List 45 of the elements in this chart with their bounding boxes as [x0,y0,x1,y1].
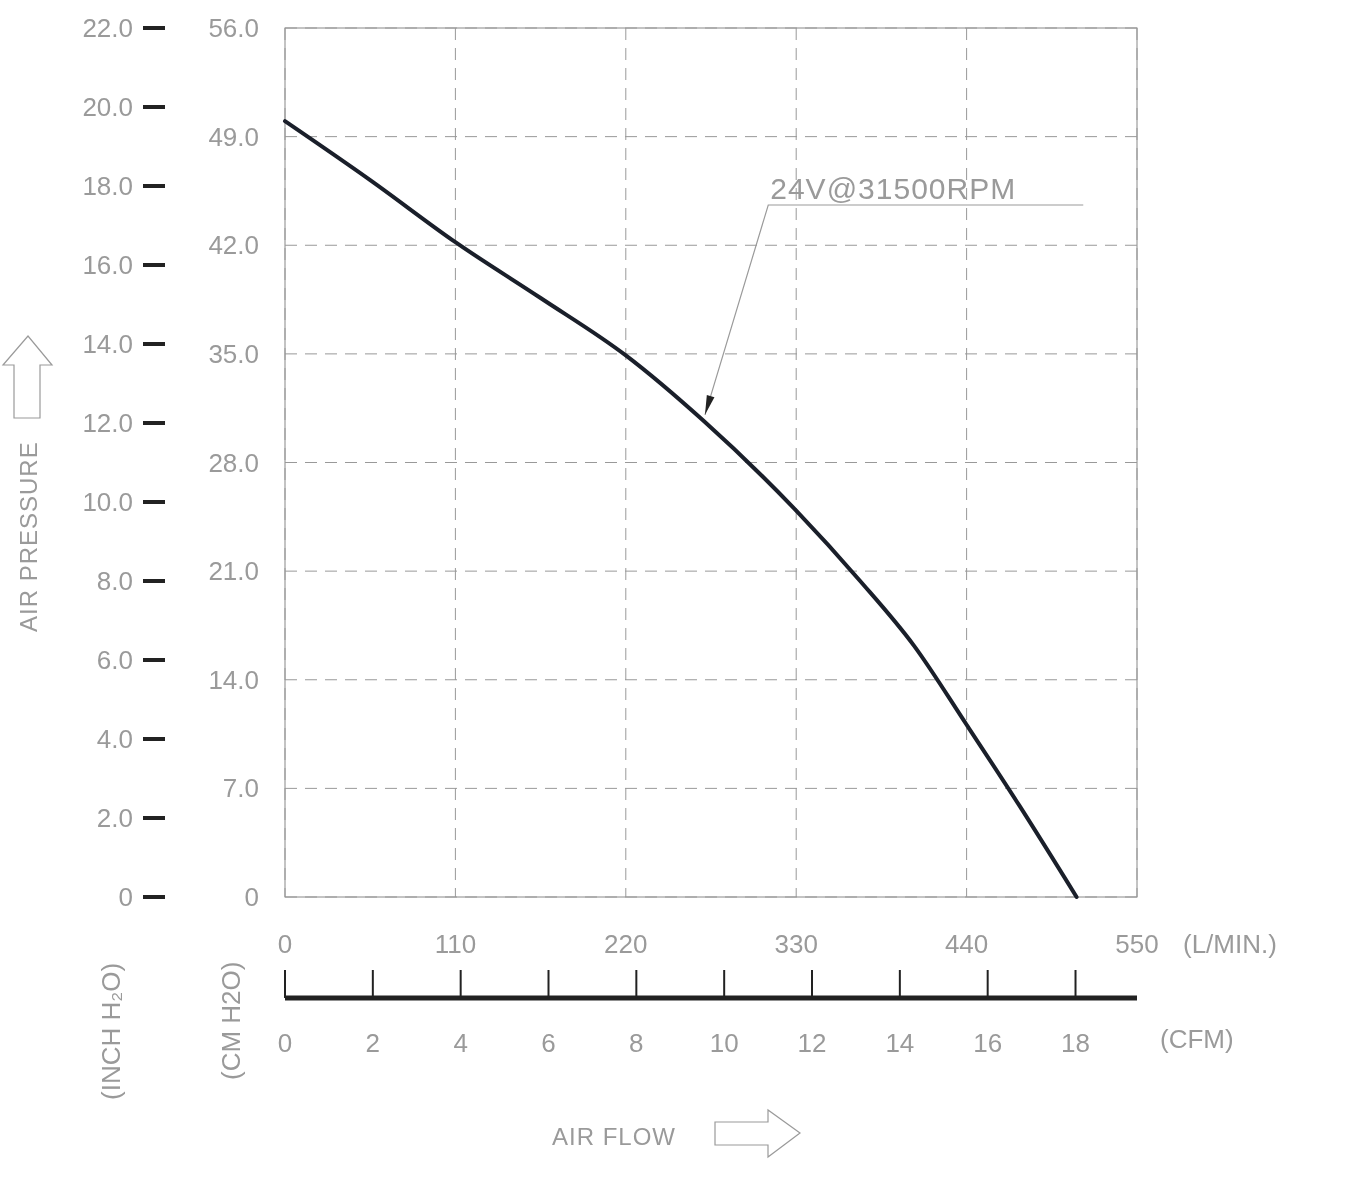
y-tick-label: 0 [244,882,259,913]
y-tick-label: 21.0 [208,556,259,587]
y-axis-title: (CM H2O) [216,961,246,1080]
y-tick-label: 35.0 [208,338,259,369]
y2-tick-label: 12.0 [82,408,133,439]
x2-tick-label: 2 [365,1028,381,1058]
y-tick-label: 7.0 [222,773,259,804]
y2-axis-title: (INCH H₂O) [96,962,126,1100]
y2-tick-label: 20.0 [82,92,133,123]
y2-tick-label: 2.0 [96,803,133,834]
y-tick-label: 49.0 [208,121,259,152]
x-tick-label: 0 [277,929,293,959]
x-tick-label: 440 [944,929,989,959]
x2-tick-label: 4 [453,1028,468,1058]
line-series [283,119,1079,899]
y2-tick-label: 22.0 [82,13,133,44]
y2-tick-label: 18.0 [82,171,133,202]
y2-tick-label: 14.0 [82,329,133,360]
x2-tick-label: 6 [541,1028,556,1058]
x2-tick-label: 16 [973,1028,1003,1058]
y-tick-label: 28.0 [208,447,259,478]
x2-tick-label: 14 [885,1028,915,1058]
y-tick-label: 56.0 [208,13,259,44]
y-tick-label: 42.0 [208,230,259,261]
x2-tick-label: 8 [629,1028,644,1058]
x-tick-label: 550 [1115,929,1159,959]
y-tick-label: 14.0 [208,664,259,695]
x-axis-title: (L/MIN.) [1183,929,1277,959]
x2-tick-label: 0 [277,1028,293,1058]
x2-tick-label: 18 [1061,1028,1090,1058]
y2-tick-label: 16.0 [82,250,133,281]
y2-tick-label: 8.0 [96,566,133,597]
x2-tick-label: 12 [797,1028,827,1058]
x2-axis-title: (CFM) [1160,1024,1234,1054]
y2-tick-label: 10.0 [82,487,133,518]
text: AIR FLOW [552,1123,677,1150]
text: AIR PRESSURE [15,441,42,632]
y2-tick-label: 4.0 [96,724,133,755]
x-tick-label: 110 [434,929,477,959]
x2-tick-label: 10 [709,1028,739,1058]
y2-tick-label: 6.0 [96,645,133,676]
text: 24V@31500RPM [770,172,1017,205]
y2-tick-label: 0 [118,882,133,913]
x-tick-label: 330 [774,929,818,959]
x-tick-label: 220 [604,929,648,959]
